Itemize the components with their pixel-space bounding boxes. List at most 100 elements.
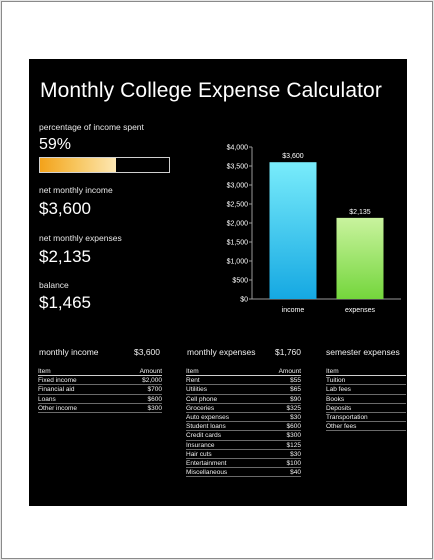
row-item: Cell phone (186, 395, 218, 403)
table-row: Hair cuts $30 (186, 450, 301, 459)
percentage-spent-bar-fill (40, 158, 117, 172)
y-tick-label: $1,500 (227, 240, 249, 247)
table-row: Loans $600 (38, 395, 162, 404)
income-bar-data-label: $3,600 (282, 153, 304, 160)
table-row: Transportation (326, 413, 406, 423)
row-item: Rent (186, 377, 200, 385)
row-item: Lab fees (326, 386, 351, 394)
semester-col-item: Item (326, 368, 339, 375)
row-item: Loans (38, 395, 56, 403)
table-row: Cell phone $90 (186, 395, 301, 404)
row-item: Other fees (326, 423, 357, 431)
y-tick-label: $1,000 (227, 259, 249, 266)
income-table-header: Item Amount (38, 367, 162, 377)
y-tick-label: $2,000 (227, 221, 249, 228)
y-tick-label: $2,500 (227, 202, 249, 209)
expenses-bar (336, 217, 384, 299)
expenses-table: Item Amount Rent $55 Utilities $65 Cell phone $… (186, 367, 301, 478)
net-income-label: net monthly income (39, 185, 113, 195)
row-amount: $700 (147, 386, 162, 394)
table-row: Student loans $600 (186, 422, 301, 432)
row-item: Utilities (186, 386, 207, 394)
income-bar (269, 162, 317, 299)
table-row: Groceries $325 (186, 404, 301, 413)
expenses-col-item: Item (186, 368, 199, 375)
x-category-label: income (282, 307, 305, 314)
semester-table: Item Tuition Lab fees Books Deposits Transpor… (326, 367, 406, 432)
row-amount: $90 (290, 395, 301, 403)
row-amount: $300 (286, 432, 301, 440)
income-col-amount: Amount (139, 368, 162, 375)
income-section-total: $3,600 (134, 347, 160, 357)
y-tick-label: $0 (240, 297, 248, 304)
row-amount: $40 (290, 469, 301, 477)
table-row: Miscellaneous $40 (186, 468, 301, 478)
row-item: Miscellaneous (186, 469, 228, 477)
x-category-label: expenses (345, 307, 375, 314)
row-amount: $125 (286, 441, 301, 449)
row-amount: $100 (286, 459, 301, 467)
y-tick-label: $500 (232, 278, 248, 285)
row-amount: $55 (290, 377, 301, 385)
balance-value: $1,465 (39, 293, 91, 312)
table-row: Other fees (326, 422, 406, 432)
row-item: Credit cards (186, 432, 222, 440)
row-item: Transportation (326, 413, 368, 421)
row-item: Hair cuts (186, 450, 212, 458)
percentage-spent-label: percentage of income spent (39, 122, 144, 132)
row-amount: $30 (290, 450, 301, 458)
table-row: Auto expenses $30 (186, 413, 301, 423)
income-section-heading: monthly income (39, 347, 99, 357)
row-amount: $325 (286, 404, 301, 412)
row-item: Insurance (186, 441, 215, 449)
expenses-table-header: Item Amount (186, 367, 301, 377)
table-row: Utilities $65 (186, 385, 301, 395)
expenses-col-amount: Amount (278, 368, 301, 375)
expenses-section-heading: monthly expenses (187, 347, 256, 357)
table-row: Fixed income $2,000 (38, 376, 162, 386)
expenses-bar-data-label: $2,135 (349, 209, 371, 216)
table-row: Entertainment $100 (186, 459, 301, 469)
row-item: Entertainment (186, 459, 227, 467)
net-expenses-value: $2,135 (39, 247, 91, 266)
row-item: Tuition (326, 377, 346, 385)
page-title: Monthly College Expense Calculator (40, 79, 382, 102)
row-amount: $300 (147, 404, 162, 412)
net-income-value: $3,600 (39, 199, 91, 218)
y-tick-label: $3,500 (227, 164, 249, 171)
expenses-section-total: $1,760 (275, 347, 301, 357)
net-expenses-label: net monthly expenses (39, 233, 122, 243)
table-row: Credit cards $300 (186, 431, 301, 441)
semester-section-heading: semester expenses (326, 347, 400, 357)
row-item: Books (326, 395, 345, 403)
table-row: Lab fees (326, 385, 406, 395)
table-row: Rent $55 (186, 376, 301, 386)
row-item: Other income (38, 404, 78, 412)
row-item: Groceries (186, 404, 215, 412)
income-table: Item Amount Fixed income $2,000 Financial ai… (38, 367, 162, 413)
table-row: Deposits (326, 404, 406, 413)
row-amount: $600 (147, 395, 162, 403)
row-item: Fixed income (38, 377, 77, 385)
income-expenses-chart: $0 $500 $1,000 $1,500 $2,000 $2,500 $3,000 $3,5… (227, 145, 401, 314)
income-col-item: Item (38, 368, 51, 375)
row-item: Student loans (186, 423, 226, 431)
row-amount: $30 (290, 413, 301, 421)
row-amount: $2,000 (142, 377, 162, 385)
y-tick-label: $4,000 (227, 145, 249, 152)
table-row: Financial aid $700 (38, 385, 162, 395)
row-item: Financial aid (38, 386, 75, 394)
table-row: Tuition (326, 376, 406, 386)
y-tick-label: $3,000 (227, 183, 249, 190)
row-item: Deposits (326, 404, 352, 412)
percentage-spent-value: 59% (39, 136, 72, 153)
balance-label: balance (39, 280, 69, 290)
table-row: Insurance $125 (186, 441, 301, 450)
calculator-sheet: Monthly College Expense Calculator perce… (29, 59, 407, 506)
table-row: Other income $300 (38, 404, 162, 413)
row-item: Auto expenses (186, 413, 230, 421)
row-amount: $600 (286, 423, 301, 431)
semester-table-header: Item (326, 367, 406, 377)
row-amount: $65 (290, 386, 301, 394)
